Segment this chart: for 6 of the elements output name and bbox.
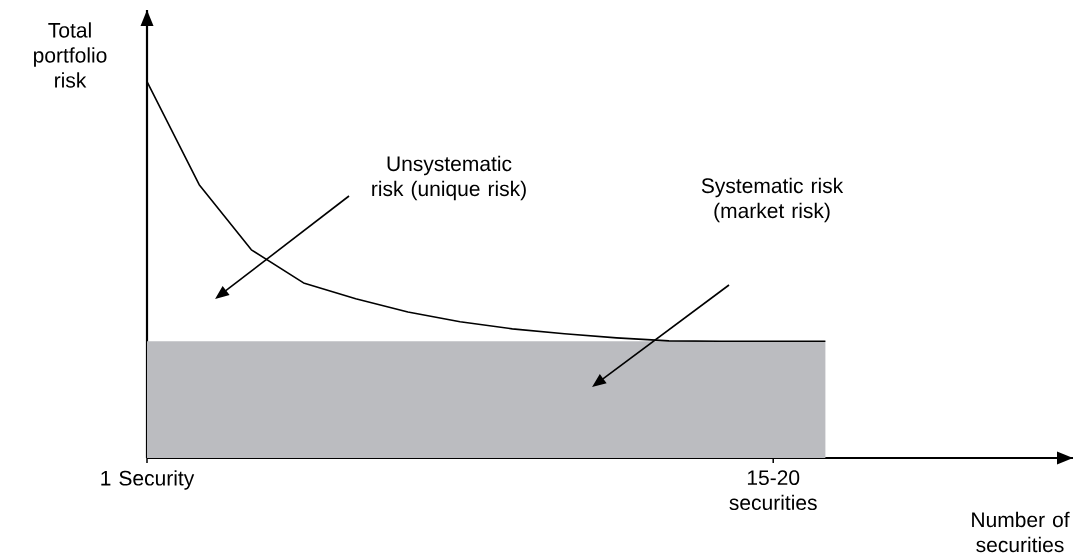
annotation: Systematic risk (market risk)	[701, 177, 844, 223]
annotation: Unsystematic risk (unique risk)	[372, 155, 526, 201]
y-axis-title: Total portfolio risk	[34, 22, 107, 88]
text: Number of securities	[972, 511, 1070, 553]
x-tick-label: 1 Security	[101, 470, 195, 490]
x-tick-label: 15-20 securities	[729, 470, 817, 511]
